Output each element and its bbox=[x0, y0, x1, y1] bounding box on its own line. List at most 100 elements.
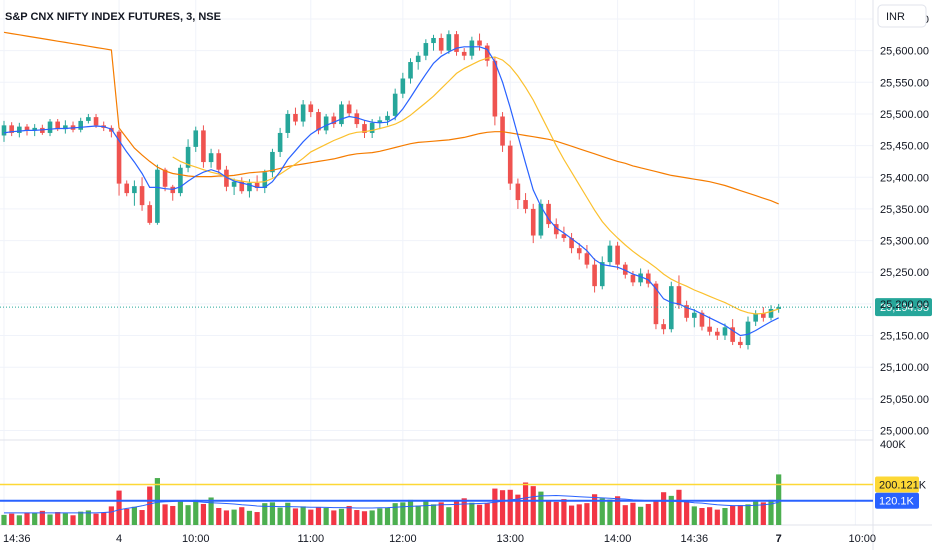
candle-body bbox=[668, 286, 674, 330]
candle-body bbox=[707, 326, 712, 332]
volume-bar bbox=[170, 505, 176, 525]
volume-bar bbox=[223, 510, 230, 525]
volume-tick-label: 400K bbox=[880, 439, 906, 451]
last-price-label: 25,194.95 bbox=[880, 302, 929, 314]
candle-body bbox=[323, 116, 329, 131]
candle-body bbox=[339, 104, 344, 125]
volume-bar bbox=[354, 510, 360, 525]
volume-bar bbox=[315, 507, 322, 525]
chart-title: S&P CNX NIFTY INDEX FUTURES, 3, NSE bbox=[5, 11, 221, 23]
slow-ma-line bbox=[3, 31, 779, 205]
price-axis[interactable]: 25,650.0025,600.0025,550.0025,500.0025,4… bbox=[880, 14, 929, 438]
price-tick-label: 25,050.00 bbox=[880, 394, 929, 406]
candle-body bbox=[469, 40, 475, 56]
candle-body bbox=[599, 262, 605, 287]
candle-body bbox=[201, 130, 206, 163]
candle-body bbox=[32, 127, 37, 131]
grid bbox=[0, 0, 873, 525]
volume-bar bbox=[684, 501, 690, 525]
candle-body bbox=[247, 182, 252, 192]
volume-bar bbox=[193, 499, 199, 525]
candle-body bbox=[231, 181, 237, 187]
candle-body bbox=[546, 203, 551, 225]
volume-bar bbox=[262, 503, 268, 525]
candle-body bbox=[93, 117, 99, 126]
volume-bar bbox=[737, 505, 743, 525]
candle-body bbox=[607, 245, 613, 263]
volume-bar bbox=[492, 488, 498, 525]
candle-body bbox=[530, 208, 536, 236]
candle-body bbox=[592, 264, 597, 287]
volume-bar bbox=[338, 508, 345, 525]
volume-bar bbox=[277, 507, 283, 525]
candle-body bbox=[63, 125, 68, 130]
volume-bar bbox=[407, 499, 414, 525]
volume-bar bbox=[538, 491, 544, 525]
candle-body bbox=[461, 51, 467, 56]
volume-bar bbox=[239, 507, 245, 525]
volume-bar bbox=[208, 497, 214, 525]
candle-body bbox=[369, 122, 375, 133]
volume-bar bbox=[9, 513, 15, 525]
candle-body bbox=[692, 312, 697, 318]
volume-bar bbox=[484, 503, 490, 525]
candle-body bbox=[132, 186, 137, 194]
volume-bar bbox=[131, 506, 137, 525]
volume-bar bbox=[653, 500, 659, 525]
candle-body bbox=[645, 273, 651, 284]
candle-body bbox=[178, 167, 183, 194]
candle-body bbox=[584, 253, 590, 265]
volume-bar bbox=[515, 494, 521, 525]
candles bbox=[1, 30, 781, 350]
candle-body bbox=[776, 307, 781, 309]
volume-bar bbox=[101, 512, 107, 525]
volume-bar bbox=[553, 501, 559, 525]
volume-bar bbox=[576, 504, 582, 525]
moving-averages bbox=[3, 31, 779, 337]
candle-body bbox=[768, 308, 774, 318]
candle-body bbox=[553, 224, 559, 235]
volume-axis[interactable]: 400K bbox=[880, 439, 906, 451]
volume-bar bbox=[430, 504, 437, 525]
volume-bar bbox=[699, 508, 705, 525]
price-tick-label: 25,200.00 bbox=[880, 299, 929, 311]
volume-bar bbox=[638, 506, 644, 525]
volume-bar bbox=[177, 500, 184, 525]
plot-area[interactable] bbox=[0, 0, 873, 525]
currency-button[interactable]: INR bbox=[877, 4, 927, 28]
volume-bar bbox=[93, 513, 99, 525]
candle-body bbox=[392, 93, 398, 116]
candle-body bbox=[377, 120, 383, 123]
price-tick-label: 25,000.00 bbox=[880, 426, 929, 438]
candle-body bbox=[569, 238, 574, 249]
candle-body bbox=[615, 245, 620, 265]
candle-body bbox=[454, 34, 459, 52]
volume-level-tag bbox=[875, 492, 919, 509]
volume-bar bbox=[331, 510, 337, 525]
time-axis[interactable]: 14:36 4 10:00 11:00 12:00 13:00 14:00 14:36 7 10:… bbox=[3, 533, 876, 545]
volume-bar bbox=[691, 506, 697, 525]
mid-ma-line bbox=[172, 56, 779, 315]
volume-bar bbox=[615, 496, 621, 525]
time-tick-label: 14:36 bbox=[681, 533, 709, 545]
volume-bar bbox=[16, 515, 22, 525]
candle-body bbox=[78, 120, 83, 130]
volume-bar bbox=[630, 502, 636, 525]
volume-bar bbox=[423, 501, 429, 525]
candle-body bbox=[753, 313, 758, 322]
volume-bar bbox=[522, 482, 529, 525]
candle-body bbox=[55, 121, 60, 130]
volume-bar bbox=[622, 505, 628, 525]
volume-bar bbox=[162, 504, 168, 525]
volume-bar bbox=[346, 505, 352, 525]
time-tick-label: 7 bbox=[776, 533, 782, 545]
time-tick-label: 13:00 bbox=[496, 533, 524, 545]
volume-bar bbox=[499, 490, 506, 525]
volume-bar bbox=[377, 508, 383, 525]
candle-body bbox=[561, 234, 567, 239]
candle-body bbox=[47, 121, 53, 133]
volume-level-tag bbox=[875, 476, 919, 493]
candle-body bbox=[24, 126, 30, 131]
price-tick-label: 25,150.00 bbox=[880, 331, 929, 343]
